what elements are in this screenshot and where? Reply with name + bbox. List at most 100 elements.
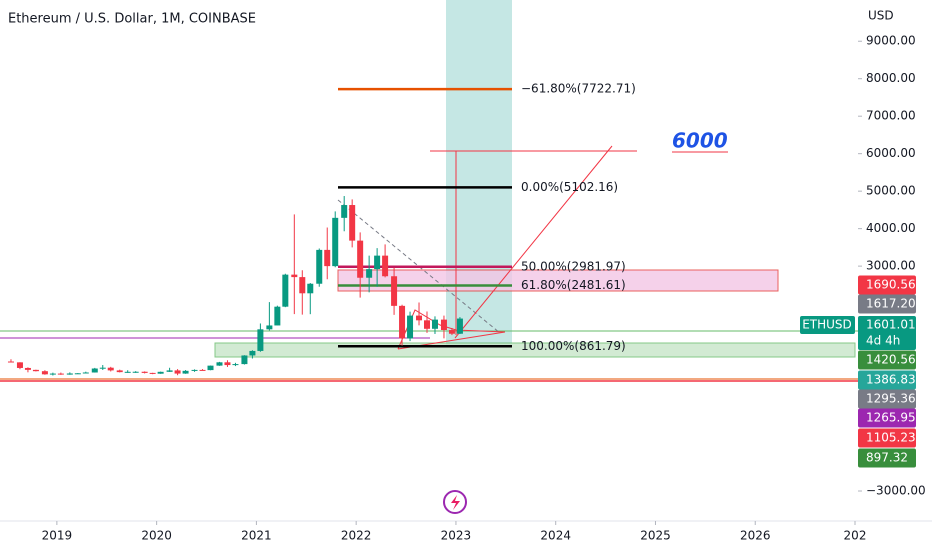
candle-body (424, 320, 431, 329)
candle-body (182, 370, 189, 374)
candle-body (249, 350, 256, 356)
candle-body (366, 269, 373, 278)
fib-label: 61.80%(2481.61) (521, 278, 626, 292)
price-tag (858, 294, 916, 314)
candle-body (91, 368, 98, 373)
icon (451, 495, 460, 510)
candle-body (157, 371, 164, 374)
candle-body (107, 367, 114, 371)
candle-body (382, 255, 389, 277)
x-tick-label: 2026 (740, 529, 771, 543)
y-tick-label: 4000.00 (866, 221, 916, 235)
candle-body (199, 369, 206, 371)
candle-body (291, 274, 298, 278)
candle-body (166, 370, 173, 372)
countdown: 4d 4h (866, 334, 900, 348)
candle-body (99, 367, 106, 369)
candle-body (416, 315, 423, 321)
candle-body (349, 205, 356, 241)
candle-body (440, 319, 447, 331)
price-tag (858, 275, 916, 295)
candle-body (116, 370, 123, 373)
candle-body (124, 371, 131, 373)
candle-body (7, 361, 14, 363)
price-tag (858, 448, 916, 468)
x-tick-label: 2021 (241, 529, 272, 543)
candle-body (456, 318, 463, 334)
x-tick-label: 2024 (540, 529, 571, 543)
price-tag-label: 1420.56 (866, 353, 916, 367)
candle-body (241, 355, 248, 365)
candle-body (57, 373, 64, 375)
price-tag (858, 408, 916, 428)
candle-body (149, 372, 156, 374)
candle-body (32, 369, 39, 372)
candle-body (448, 330, 455, 334)
candle-body (332, 217, 339, 267)
candle-body (282, 274, 289, 307)
candle-body (374, 255, 381, 270)
chart-title: Ethereum / U.S. Dollar, 1M, COINBASE (8, 12, 256, 27)
candle-body (257, 329, 264, 351)
candle-body (82, 372, 89, 374)
y-tick-label: −3000.00 (866, 484, 926, 498)
price-tag-label: 1601.01 (866, 318, 916, 332)
candle-body (399, 305, 406, 339)
price-tag (858, 389, 916, 409)
candle-body (66, 373, 73, 375)
candle-body (391, 276, 398, 306)
x-tick-label: 2020 (141, 529, 172, 543)
candle-body (357, 240, 364, 278)
candle-body (299, 277, 306, 294)
symbol-tag-label: ETHUSD (802, 318, 852, 332)
candle-body (407, 315, 414, 339)
y-tick-label: 8000.00 (866, 71, 916, 85)
y-tick-label: 5000.00 (866, 184, 916, 198)
target-line (454, 145, 613, 339)
x-tick-label: 202 (844, 529, 867, 543)
candle-body (232, 364, 239, 366)
x-tick-label: 2019 (42, 529, 73, 543)
x-tick-label: 2023 (441, 529, 472, 543)
price-tag-label: 1295.36 (866, 392, 916, 406)
price-tag-label: 1105.23 (866, 431, 916, 445)
price-tag (858, 370, 916, 390)
candle-body (24, 367, 31, 370)
candle-body (431, 319, 438, 329)
fib-label: 0.00%(5102.16) (521, 180, 618, 194)
annotation: 6000 (672, 129, 728, 153)
candle-body (266, 325, 273, 330)
candle-body (224, 362, 231, 366)
symbol-tag (800, 316, 855, 334)
price-tag (858, 350, 916, 370)
candle-body (191, 369, 198, 371)
candle-body (49, 373, 56, 375)
price-tag-label: 1617.20 (866, 297, 916, 311)
candle-body (307, 283, 314, 294)
fib-label: −61.80%(7722.71) (521, 82, 636, 96)
price-tag-label: 1386.83 (866, 373, 916, 387)
fib-label: 50.00%(2981.97) (521, 259, 626, 273)
price-tag-label: 1265.95 (866, 411, 916, 425)
candle-body (216, 362, 223, 366)
y-tick-label: 3000.00 (866, 259, 916, 273)
x-tick-label: 2025 (640, 529, 671, 543)
candle-body (74, 373, 81, 375)
y-tick-label: 7000.00 (866, 109, 916, 123)
candle-body (16, 362, 23, 368)
price-tag-label: 897.32 (866, 451, 908, 465)
y-tick-label: 9000.00 (866, 34, 916, 48)
axis-label: USD (868, 9, 894, 23)
candle-body (41, 371, 48, 375)
candle-body (341, 205, 348, 218)
candle-body (132, 371, 139, 373)
candle-body (141, 371, 148, 373)
candle-body (174, 370, 181, 374)
candle-body (207, 365, 214, 371)
candle-body (274, 306, 281, 326)
price-tag (858, 428, 916, 448)
candle-body (324, 249, 331, 267)
fib-label: 100.00%(861.79) (521, 339, 626, 353)
price-tag (858, 316, 916, 350)
